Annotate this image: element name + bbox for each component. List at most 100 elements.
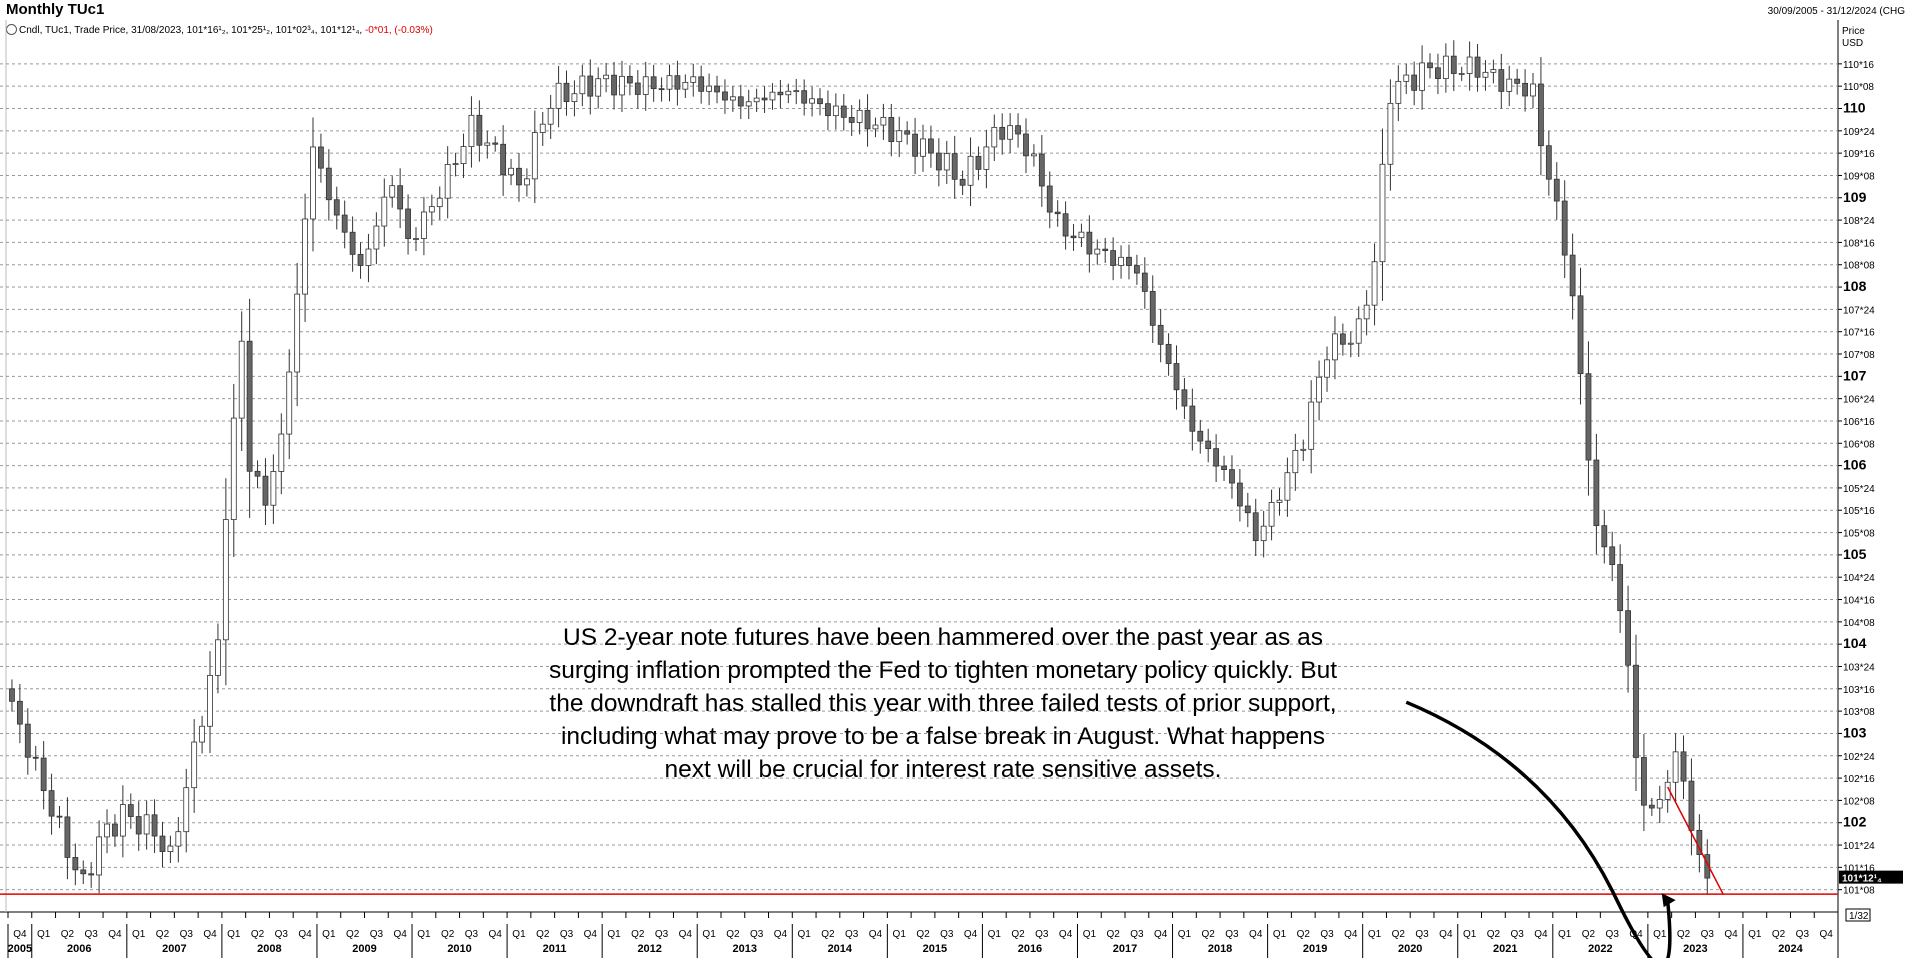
price-tick-label: 101*24 bbox=[1843, 841, 1875, 852]
year-label: 2013 bbox=[733, 943, 757, 955]
price-tick-label: 109*24 bbox=[1843, 127, 1875, 138]
candle-body bbox=[848, 116, 855, 123]
candle-body bbox=[1545, 145, 1552, 180]
candle-body bbox=[1458, 73, 1465, 75]
quarter-label: Q3 bbox=[85, 929, 99, 940]
trend-line bbox=[1667, 786, 1724, 895]
price-tick-label: 108*08 bbox=[1843, 261, 1875, 272]
price-tick-label: 106*16 bbox=[1843, 417, 1875, 428]
candle-body bbox=[1094, 248, 1101, 255]
candle-body bbox=[999, 126, 1006, 140]
quarter-label: Q1 bbox=[1368, 929, 1382, 940]
candle-body bbox=[872, 124, 879, 130]
candle-body bbox=[809, 98, 815, 104]
quarter-label: Q2 bbox=[821, 929, 835, 940]
candle-body bbox=[9, 688, 15, 702]
quarter-label: Q3 bbox=[465, 929, 479, 940]
candle-body bbox=[1046, 185, 1053, 213]
price-tick-label: 103*24 bbox=[1843, 662, 1875, 673]
chart-annotation: US 2-year note futures have been hammere… bbox=[548, 624, 1338, 783]
candle-body bbox=[64, 816, 71, 858]
candle-body bbox=[840, 105, 847, 118]
candle-body bbox=[302, 218, 308, 295]
candle-body bbox=[1498, 69, 1505, 92]
price-gridlines bbox=[0, 20, 1839, 958]
candle-body bbox=[579, 75, 586, 95]
candle-body bbox=[1403, 74, 1410, 82]
year-label: 2005 bbox=[8, 943, 32, 955]
candle-body bbox=[1506, 78, 1513, 92]
candle-body bbox=[1569, 254, 1576, 297]
candle-body bbox=[428, 206, 435, 213]
candle-body bbox=[1015, 125, 1021, 135]
candle-body bbox=[246, 340, 253, 472]
candle-body bbox=[1070, 235, 1077, 239]
quarter-label: Q3 bbox=[655, 929, 669, 940]
candle-body bbox=[207, 675, 213, 727]
candle-body bbox=[1244, 505, 1251, 514]
candle-body bbox=[983, 146, 990, 170]
price-tick-label: 106*24 bbox=[1843, 395, 1875, 406]
time-axis: Q4 Q1 Q2 Q3 Q4 Q1 Q2 Q3 Q4 Q1 Q2 Q3 Q4 Q1 Q2 Q3 Q4 Q1 Q2 Q3… bbox=[7, 912, 1833, 958]
date-range: 30/09/2005 - 31/12/2024 (CHG bbox=[1767, 6, 1905, 17]
candle-body bbox=[1062, 213, 1069, 237]
candle-body bbox=[508, 167, 514, 176]
candle-body bbox=[365, 248, 372, 266]
candle-body bbox=[1229, 469, 1235, 484]
year-label: 2024 bbox=[1778, 943, 1803, 955]
year-label: 2023 bbox=[1683, 943, 1707, 955]
candle-body bbox=[286, 371, 293, 435]
price-tick-label: 110*08 bbox=[1843, 82, 1874, 93]
candle-body bbox=[278, 433, 285, 472]
quarter-label: Q4 bbox=[774, 929, 788, 940]
candle-body bbox=[1165, 343, 1172, 364]
quarter-label: Q3 bbox=[180, 929, 194, 940]
candle-body bbox=[119, 804, 126, 837]
price-tick-label: 101*08 bbox=[1843, 886, 1875, 897]
quarter-label: Q3 bbox=[1415, 929, 1429, 940]
quarter-label: Q1 bbox=[1273, 929, 1287, 940]
candle-body bbox=[991, 126, 998, 148]
candle-body bbox=[476, 114, 483, 146]
quarter-label: Q1 bbox=[607, 929, 621, 940]
quarter-label: Q1 bbox=[37, 929, 51, 940]
scale-note: 1/32 bbox=[1849, 911, 1869, 922]
candle-body bbox=[262, 475, 269, 506]
candle-body bbox=[1371, 261, 1378, 306]
candle-body bbox=[690, 76, 697, 83]
candle-body bbox=[1561, 200, 1568, 256]
price-tick-label: 103 bbox=[1843, 724, 1867, 740]
candle-body bbox=[1205, 440, 1212, 450]
candle-body bbox=[611, 74, 617, 96]
candle-body bbox=[1268, 502, 1275, 527]
candle-body bbox=[1435, 67, 1441, 79]
candle-body bbox=[571, 93, 578, 103]
candle-body bbox=[1324, 359, 1330, 378]
candle-body bbox=[167, 845, 174, 852]
price-tick-label: 103*16 bbox=[1843, 685, 1875, 696]
price-tick-label: 109*08 bbox=[1843, 171, 1875, 182]
quarter-label: Q2 bbox=[1582, 929, 1596, 940]
candle-body bbox=[1648, 804, 1655, 809]
quarter-label: Q2 bbox=[1392, 929, 1406, 940]
year-label: 2016 bbox=[1018, 943, 1042, 955]
candle-body bbox=[1609, 546, 1616, 565]
arrow-curve bbox=[1405, 700, 1672, 958]
year-label: 2014 bbox=[828, 943, 853, 955]
candle-body bbox=[1553, 178, 1560, 202]
candle-body bbox=[1680, 751, 1687, 782]
candle-body bbox=[737, 96, 744, 107]
quarter-label: Q2 bbox=[1772, 929, 1786, 940]
candle-body bbox=[405, 208, 411, 239]
scale-note-box bbox=[1845, 908, 1871, 922]
candle-body bbox=[1522, 82, 1528, 97]
quarter-label: Q2 bbox=[1297, 929, 1311, 940]
candle-body bbox=[825, 103, 831, 117]
candle-body bbox=[357, 253, 364, 266]
candle-body bbox=[484, 142, 491, 146]
candle-body bbox=[389, 185, 396, 198]
quarter-label: Q1 bbox=[227, 929, 241, 940]
candle-body bbox=[1490, 69, 1497, 73]
price-tick-label: 107 bbox=[1843, 367, 1867, 383]
